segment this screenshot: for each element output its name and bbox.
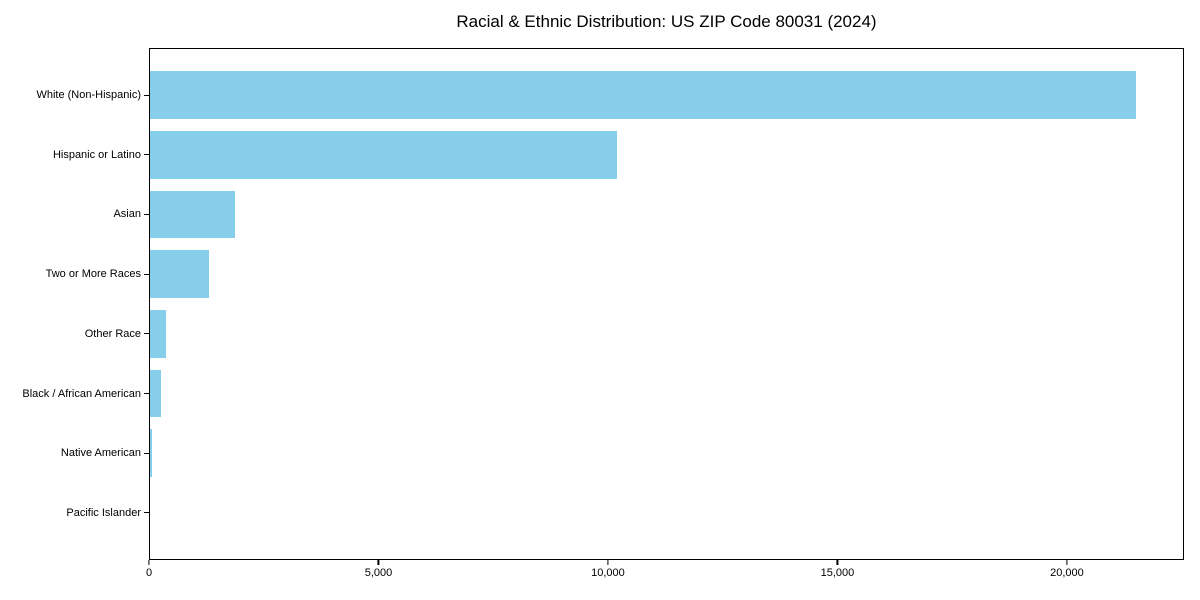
x-axis-tick-label: 20,000 xyxy=(1050,567,1084,579)
y-axis-label-native-american: Native American xyxy=(60,447,141,460)
y-axis-tick xyxy=(144,154,149,156)
x-axis-tick-label: 10,000 xyxy=(591,567,625,579)
y-axis-label-other-race: Other Race xyxy=(84,327,141,340)
x-axis: 0 5,000 10,000 15,000 20,000 xyxy=(145,567,1184,585)
bar-white-non-hispanic xyxy=(149,71,1136,119)
bar-hispanic-or-latino xyxy=(149,130,618,179)
y-axis-label-black-african-american: Black / African American xyxy=(22,387,141,400)
y-axis-label-white-non-hispanic: White (Non-Hispanic) xyxy=(36,89,141,102)
x-axis-tick xyxy=(1066,560,1068,565)
y-axis-tick xyxy=(144,273,149,275)
y-axis-label-hispanic-or-latino: Hispanic or Latino xyxy=(52,148,141,161)
x-axis-tick xyxy=(836,560,839,565)
bar-black-african-american xyxy=(149,369,161,418)
y-axis-tick xyxy=(144,392,149,395)
y-axis-label-asian: Asian xyxy=(113,208,141,221)
y-axis: White (Non-Hispanic) Hispanic or Latino As… xyxy=(0,48,141,560)
bar-two-or-more-races xyxy=(149,250,210,299)
bar-other-race xyxy=(149,309,166,358)
y-axis-tick xyxy=(144,333,149,335)
x-axis-tick-label: 0 xyxy=(145,567,153,579)
y-axis-tick xyxy=(144,213,149,216)
x-axis-tick-label: 5,000 xyxy=(364,567,393,579)
x-axis-tick-label: 15,000 xyxy=(820,567,855,579)
chart-title: Racial & Ethnic Distribution: US ZIP Cod… xyxy=(456,12,877,31)
y-axis-tick xyxy=(144,452,149,454)
y-axis-tick xyxy=(144,512,149,514)
plot-border xyxy=(149,48,1184,560)
y-axis-label-two-or-more-races: Two or More Races xyxy=(45,268,141,281)
bar-native-american xyxy=(149,429,152,478)
y-axis-tick xyxy=(144,94,149,96)
plot-area xyxy=(144,48,1184,565)
bar-asian xyxy=(149,190,235,239)
y-axis-label-pacific-islander: Pacific Islander xyxy=(66,506,141,519)
x-axis-tick xyxy=(148,560,150,565)
x-axis-tick xyxy=(377,560,380,565)
x-axis-tick xyxy=(607,560,609,565)
